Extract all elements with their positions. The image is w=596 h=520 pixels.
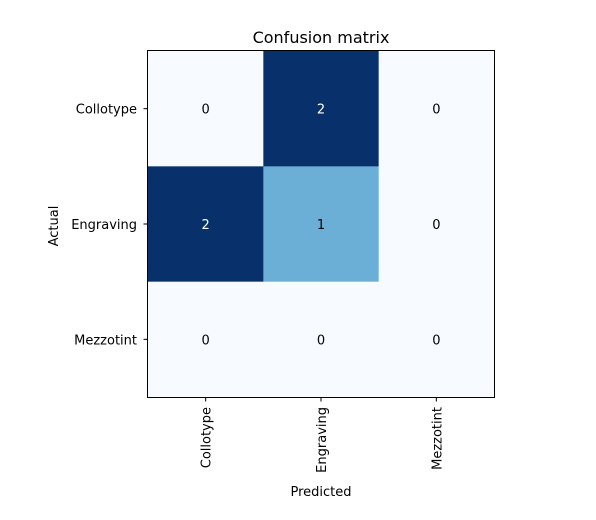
y-tick-label: Collotype (76, 103, 137, 118)
x-tick-label: Collotype (200, 407, 215, 468)
cell-value-r1-c0: 2 (202, 218, 210, 233)
heatmap-cell-r1-c0 (148, 166, 264, 283)
cell-value-r0-c1: 2 (317, 103, 325, 118)
heatmap-cell-r0-c0 (148, 51, 264, 167)
x-tick-label: Engraving (315, 407, 330, 473)
cell-value-r0-c0: 0 (202, 103, 210, 118)
heatmap-cell-r1-c2 (378, 166, 495, 283)
x-axis-ticks: Collotype Engraving Mezzotint (200, 397, 445, 473)
cell-value-labels: 0 2 0 2 1 0 0 0 0 (202, 103, 441, 349)
x-tick-label: Mezzotint (430, 407, 445, 470)
heatmap-cells (148, 51, 495, 398)
heatmap-cell-r2-c1 (263, 281, 380, 398)
cell-value-r1-c1: 1 (317, 218, 325, 233)
heatmap-cell-r0-c1 (263, 51, 380, 167)
heatmap-cell-r1-c1 (263, 166, 380, 283)
heatmap-cell-r2-c0 (148, 281, 264, 398)
y-tick-label: Engraving (71, 218, 137, 233)
cell-value-r2-c0: 0 (202, 333, 210, 348)
cell-value-r1-c2: 0 (432, 218, 440, 233)
y-axis-ticks: Collotype Engraving Mezzotint (71, 103, 148, 348)
heatmap-cell-r0-c2 (378, 51, 495, 167)
y-tick-label: Mezzotint (74, 333, 137, 348)
y-axis-label: Actual (47, 206, 62, 247)
chart-title: Confusion matrix (253, 28, 390, 47)
heatmap-cell-r2-c2 (378, 281, 495, 398)
cell-value-r0-c2: 0 (432, 103, 440, 118)
x-axis-label: Predicted (290, 485, 351, 500)
cell-value-r2-c1: 0 (317, 333, 325, 348)
cell-value-r2-c2: 0 (432, 333, 440, 348)
